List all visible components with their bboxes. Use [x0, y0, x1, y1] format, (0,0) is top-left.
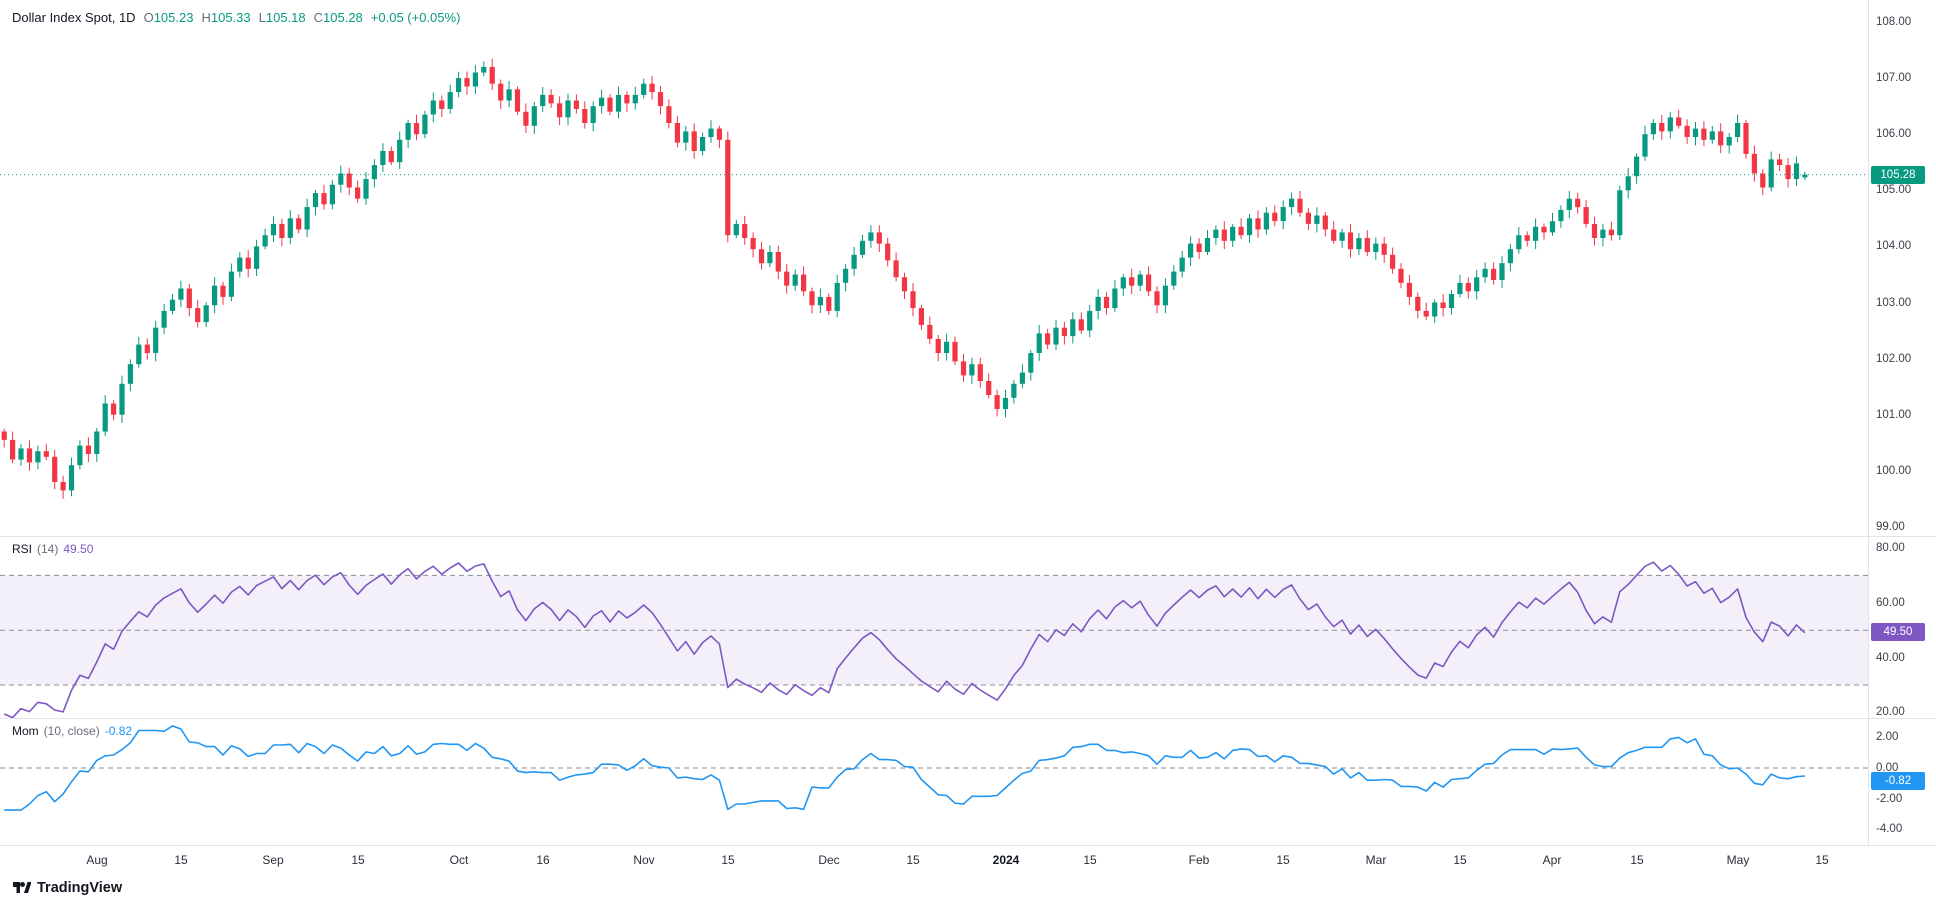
time-tick-label: 15	[351, 853, 365, 867]
right-price-scale[interactable]: 108.00 107.00 106.00 105.00 104.00 103.00 102.…	[1869, 0, 1936, 845]
time-tick-label: 2024	[992, 853, 1020, 867]
time-tick-label: 15	[1815, 853, 1829, 867]
mom-value-badge: -0.82	[1871, 771, 1925, 790]
time-tick-label: Sep	[262, 853, 284, 867]
price-tick-label: 101.00	[1876, 408, 1912, 421]
low-label: L	[258, 10, 266, 25]
time-tick-label: 15	[1453, 853, 1467, 867]
price-tick-label: 104.00	[1876, 240, 1912, 253]
price-rsi-separator[interactable]	[0, 536, 1936, 537]
price-tick-label: 99.00	[1876, 520, 1905, 533]
rsi-value-badge: 49.50	[1871, 622, 1925, 641]
candlestick-series	[1, 58, 1808, 499]
rsi-params: (14)	[37, 542, 59, 556]
tradingview-logo-icon	[12, 879, 31, 896]
time-tick-label: Dec	[818, 853, 840, 867]
open-label: O	[143, 10, 154, 25]
price-tick-label: 105.00	[1876, 184, 1912, 197]
time-tick-label: 15	[1630, 853, 1644, 867]
time-tick-label: May	[1726, 853, 1750, 867]
price-tick-label: 107.00	[1876, 72, 1912, 85]
time-tick-label: Feb	[1188, 853, 1210, 867]
time-tick-label: 15	[721, 853, 735, 867]
time-tick-label: 15	[1276, 853, 1290, 867]
time-tick-label: 15	[1083, 853, 1097, 867]
change-value: +0.05 (+0.05%)	[370, 10, 461, 25]
mom-tick-label: -4.00	[1876, 823, 1903, 836]
rsi-mom-separator[interactable]	[0, 718, 1936, 719]
high-label: H	[201, 10, 211, 25]
tradingview-label: TradingView	[37, 879, 123, 896]
mom-tick-label: 2.00	[1876, 731, 1899, 744]
rsi-line	[3, 561, 1806, 719]
symbol-legend[interactable]: Dollar Index Spot, 1D O105.23 H105.33 L1…	[12, 10, 460, 25]
price-scale-border	[1868, 0, 1869, 845]
mom-tick-label: 0.00	[1876, 762, 1899, 774]
rsi-title[interactable]: RSI	[12, 542, 33, 556]
time-tick-label: Apr	[1542, 853, 1562, 867]
rsi-tick-label: 60.00	[1876, 596, 1905, 609]
last-price-badge: 105.28	[1871, 165, 1925, 184]
mom-title[interactable]: Mom	[12, 724, 39, 738]
price-tick-label: 100.00	[1876, 464, 1912, 477]
time-tick-label: Nov	[633, 853, 655, 867]
high-value: 105.33	[210, 10, 251, 25]
rsi-current-value: 49.50	[63, 542, 94, 556]
time-tick-label: 15	[906, 853, 920, 867]
open-value: 105.23	[153, 10, 194, 25]
rsi-tick-label: 40.00	[1876, 651, 1905, 664]
tradingview-attribution[interactable]: TradingView	[12, 879, 122, 896]
time-tick-label: Aug	[86, 853, 108, 867]
mom-line	[4, 725, 1805, 811]
price-tick-label: 106.00	[1876, 128, 1912, 141]
time-tick-label: Oct	[449, 853, 469, 867]
time-tick-label: 15	[174, 853, 188, 867]
time-scale[interactable]: Aug 15 Sep 15 Oct 16 Nov 15 Dec 15 2024 15 Feb 15 Mar 1…	[0, 845, 1868, 875]
price-tick-label: 108.00	[1876, 16, 1912, 28]
time-tick-label: Mar	[1365, 853, 1387, 867]
price-tick-label: 103.00	[1876, 296, 1912, 309]
mom-params: (10, close)	[43, 724, 100, 738]
price-tick-label: 102.00	[1876, 352, 1912, 365]
ohlc-values: O105.23 H105.33 L105.18 C105.28 +0.05 (+…	[144, 10, 461, 25]
mom-tick-label: -2.00	[1876, 792, 1903, 805]
mom-current-value: -0.82	[104, 724, 133, 738]
close-label: C	[313, 10, 324, 25]
close-value: 105.28	[323, 10, 363, 25]
symbol-title[interactable]: Dollar Index Spot, 1D	[12, 10, 136, 25]
time-axis-separator	[0, 845, 1936, 846]
mom-legend[interactable]: Mom (10, close) -0.82	[12, 724, 132, 738]
time-tick-label: 16	[536, 853, 550, 867]
rsi-tick-label: 80.00	[1876, 542, 1905, 554]
rsi-legend[interactable]: RSI (14) 49.50	[12, 542, 93, 556]
chart-canvas[interactable]	[0, 0, 1868, 845]
low-value: 105.18	[265, 10, 306, 25]
rsi-tick-label: 20.00	[1876, 706, 1905, 719]
